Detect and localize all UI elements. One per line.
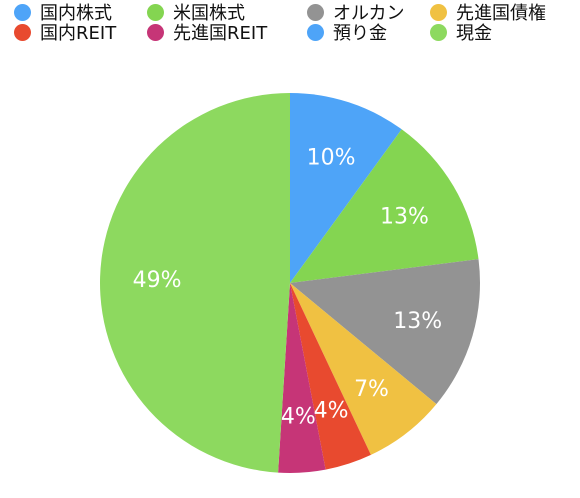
pie-slice[interactable]: [278, 283, 326, 474]
legend-swatch: [147, 3, 164, 21]
slice-label: 13%: [380, 204, 429, 229]
legend-item[interactable]: 現金: [430, 22, 580, 44]
legend-label: 米国株式: [173, 3, 245, 24]
pie-slice[interactable]: [290, 93, 402, 283]
legend-label: 国内REIT: [40, 23, 117, 44]
pie-slice[interactable]: [290, 283, 437, 455]
legend-label: 国内株式: [40, 3, 112, 24]
legend-label: オルカン: [333, 3, 405, 24]
legend-swatch: [307, 23, 324, 41]
legend-label: 先進国債権: [456, 3, 546, 24]
chart-legend: 国内株式 米国株式 オルカン 先進国債権国内REIT 先進国REIT 預り金 現金: [14, 2, 580, 44]
pie-slice[interactable]: [290, 259, 481, 405]
legend-item[interactable]: 預り金: [307, 22, 430, 44]
legend-swatch: [14, 23, 31, 41]
slice-label: 4%: [281, 405, 316, 430]
legend-swatch: [430, 3, 447, 21]
slice-label: 10%: [307, 146, 356, 171]
slice-label: 13%: [393, 309, 442, 334]
slice-label: 49%: [133, 268, 182, 293]
legend-label: 預り金: [333, 23, 387, 44]
legend-item[interactable]: 先進国REIT: [147, 22, 307, 44]
legend-swatch: [430, 23, 447, 41]
legend-item[interactable]: 国内株式: [14, 2, 147, 24]
pie-slice[interactable]: [290, 283, 371, 470]
slice-label: 4%: [314, 398, 349, 423]
legend-label: 先進国REIT: [173, 23, 268, 44]
legend-swatch: [14, 3, 31, 21]
legend-label: 現金: [456, 23, 492, 44]
slice-label: 7%: [354, 377, 389, 402]
legend-item[interactable]: 米国株式: [147, 2, 307, 24]
pie-slice[interactable]: [99, 93, 290, 473]
legend-swatch: [307, 3, 324, 21]
legend-item[interactable]: 先進国債権: [430, 2, 580, 24]
legend-item[interactable]: 国内REIT: [14, 22, 147, 44]
pie-slice[interactable]: [290, 129, 479, 283]
legend-item[interactable]: オルカン: [307, 2, 430, 24]
legend-swatch: [147, 23, 164, 41]
